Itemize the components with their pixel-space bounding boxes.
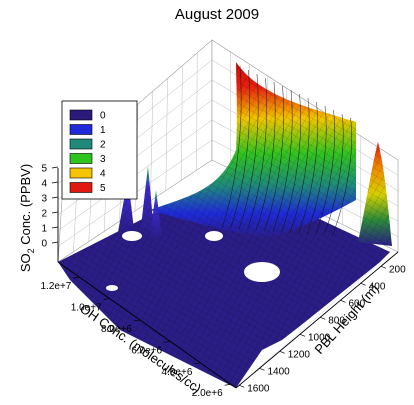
legend-entry: 5 bbox=[69, 182, 106, 194]
legend-swatch bbox=[69, 167, 93, 179]
legend-entry: 4 bbox=[69, 167, 106, 180]
z-tick bbox=[51, 181, 59, 184]
legend-swatch bbox=[69, 153, 93, 164]
legend-swatch bbox=[69, 124, 93, 135]
y-tick bbox=[194, 362, 201, 365]
x-tick-label: 400 bbox=[369, 281, 386, 292]
x-tick-label: 1000 bbox=[308, 332, 331, 343]
y-tick-label: 1.0e+7 bbox=[71, 303, 102, 314]
z-tick-label: 1 bbox=[41, 224, 47, 235]
y-tick-label: 2.0e+6 bbox=[192, 388, 223, 399]
legend-entry: 3 bbox=[69, 153, 106, 165]
x-tick bbox=[239, 384, 245, 388]
legend-swatch bbox=[69, 138, 93, 150]
surface-gaps bbox=[106, 231, 380, 388]
legend-entry: 1 bbox=[69, 124, 106, 136]
z-tick bbox=[51, 211, 59, 214]
x-tick bbox=[259, 367, 265, 371]
legend-entry: 2 bbox=[69, 138, 106, 151]
legend-label: 3 bbox=[100, 154, 106, 165]
legend-swatch bbox=[69, 182, 93, 193]
y-tick-label: 1.2e+7 bbox=[40, 281, 71, 292]
surface-ridge bbox=[150, 62, 356, 238]
y-tick-label: 4.0e+6 bbox=[162, 367, 193, 378]
legend-label: 4 bbox=[100, 169, 106, 180]
legend-entry: 0 bbox=[69, 109, 106, 122]
legend-label: 1 bbox=[100, 125, 106, 136]
legend-label: 0 bbox=[100, 111, 106, 122]
axes-frame bbox=[57, 168, 399, 389]
x-tick bbox=[340, 299, 346, 303]
z-tick-label: 2 bbox=[41, 209, 47, 220]
y-tick bbox=[133, 319, 140, 322]
surface-left-spikes bbox=[118, 166, 162, 238]
legend: 0 1 2 3 4 5 bbox=[61, 100, 138, 200]
y-tick-label: 8.0e+6 bbox=[101, 324, 132, 335]
z-tick bbox=[51, 166, 59, 169]
x-tick-label: 800 bbox=[328, 315, 345, 326]
x-tick-label: 1200 bbox=[288, 349, 311, 360]
legend-swatch bbox=[69, 109, 93, 121]
y-tick bbox=[73, 276, 80, 279]
y-tick bbox=[164, 341, 171, 343]
chart-title: August 2009 bbox=[175, 6, 259, 23]
x-tick bbox=[279, 350, 285, 354]
x-tick-label: 600 bbox=[348, 298, 365, 309]
z-tick bbox=[51, 196, 59, 199]
x-tick bbox=[299, 333, 306, 337]
surface-right-peak bbox=[358, 142, 392, 246]
x-tick bbox=[320, 316, 326, 320]
legend-label: 5 bbox=[100, 183, 106, 194]
x-tick-label: 1600 bbox=[247, 383, 270, 394]
z-tick bbox=[51, 226, 59, 229]
y-tick bbox=[224, 383, 231, 386]
z-tick-label: 5 bbox=[41, 164, 47, 175]
x-tick bbox=[360, 282, 366, 286]
x-tick-label: 1400 bbox=[267, 366, 290, 377]
legend-label: 2 bbox=[100, 140, 106, 151]
z-tick bbox=[51, 241, 59, 244]
y-tick-label: 6.0e+6 bbox=[131, 345, 162, 356]
z-axis-label: SO2 Conc. (PPBV) bbox=[18, 164, 36, 272]
z-tick-label: 4 bbox=[41, 179, 47, 190]
x-tick-label: 200 bbox=[389, 264, 406, 275]
x-tick bbox=[380, 265, 387, 269]
z-tick-label: 0 bbox=[41, 239, 47, 250]
z-tick-label: 3 bbox=[41, 194, 47, 205]
y-tick bbox=[103, 298, 110, 300]
